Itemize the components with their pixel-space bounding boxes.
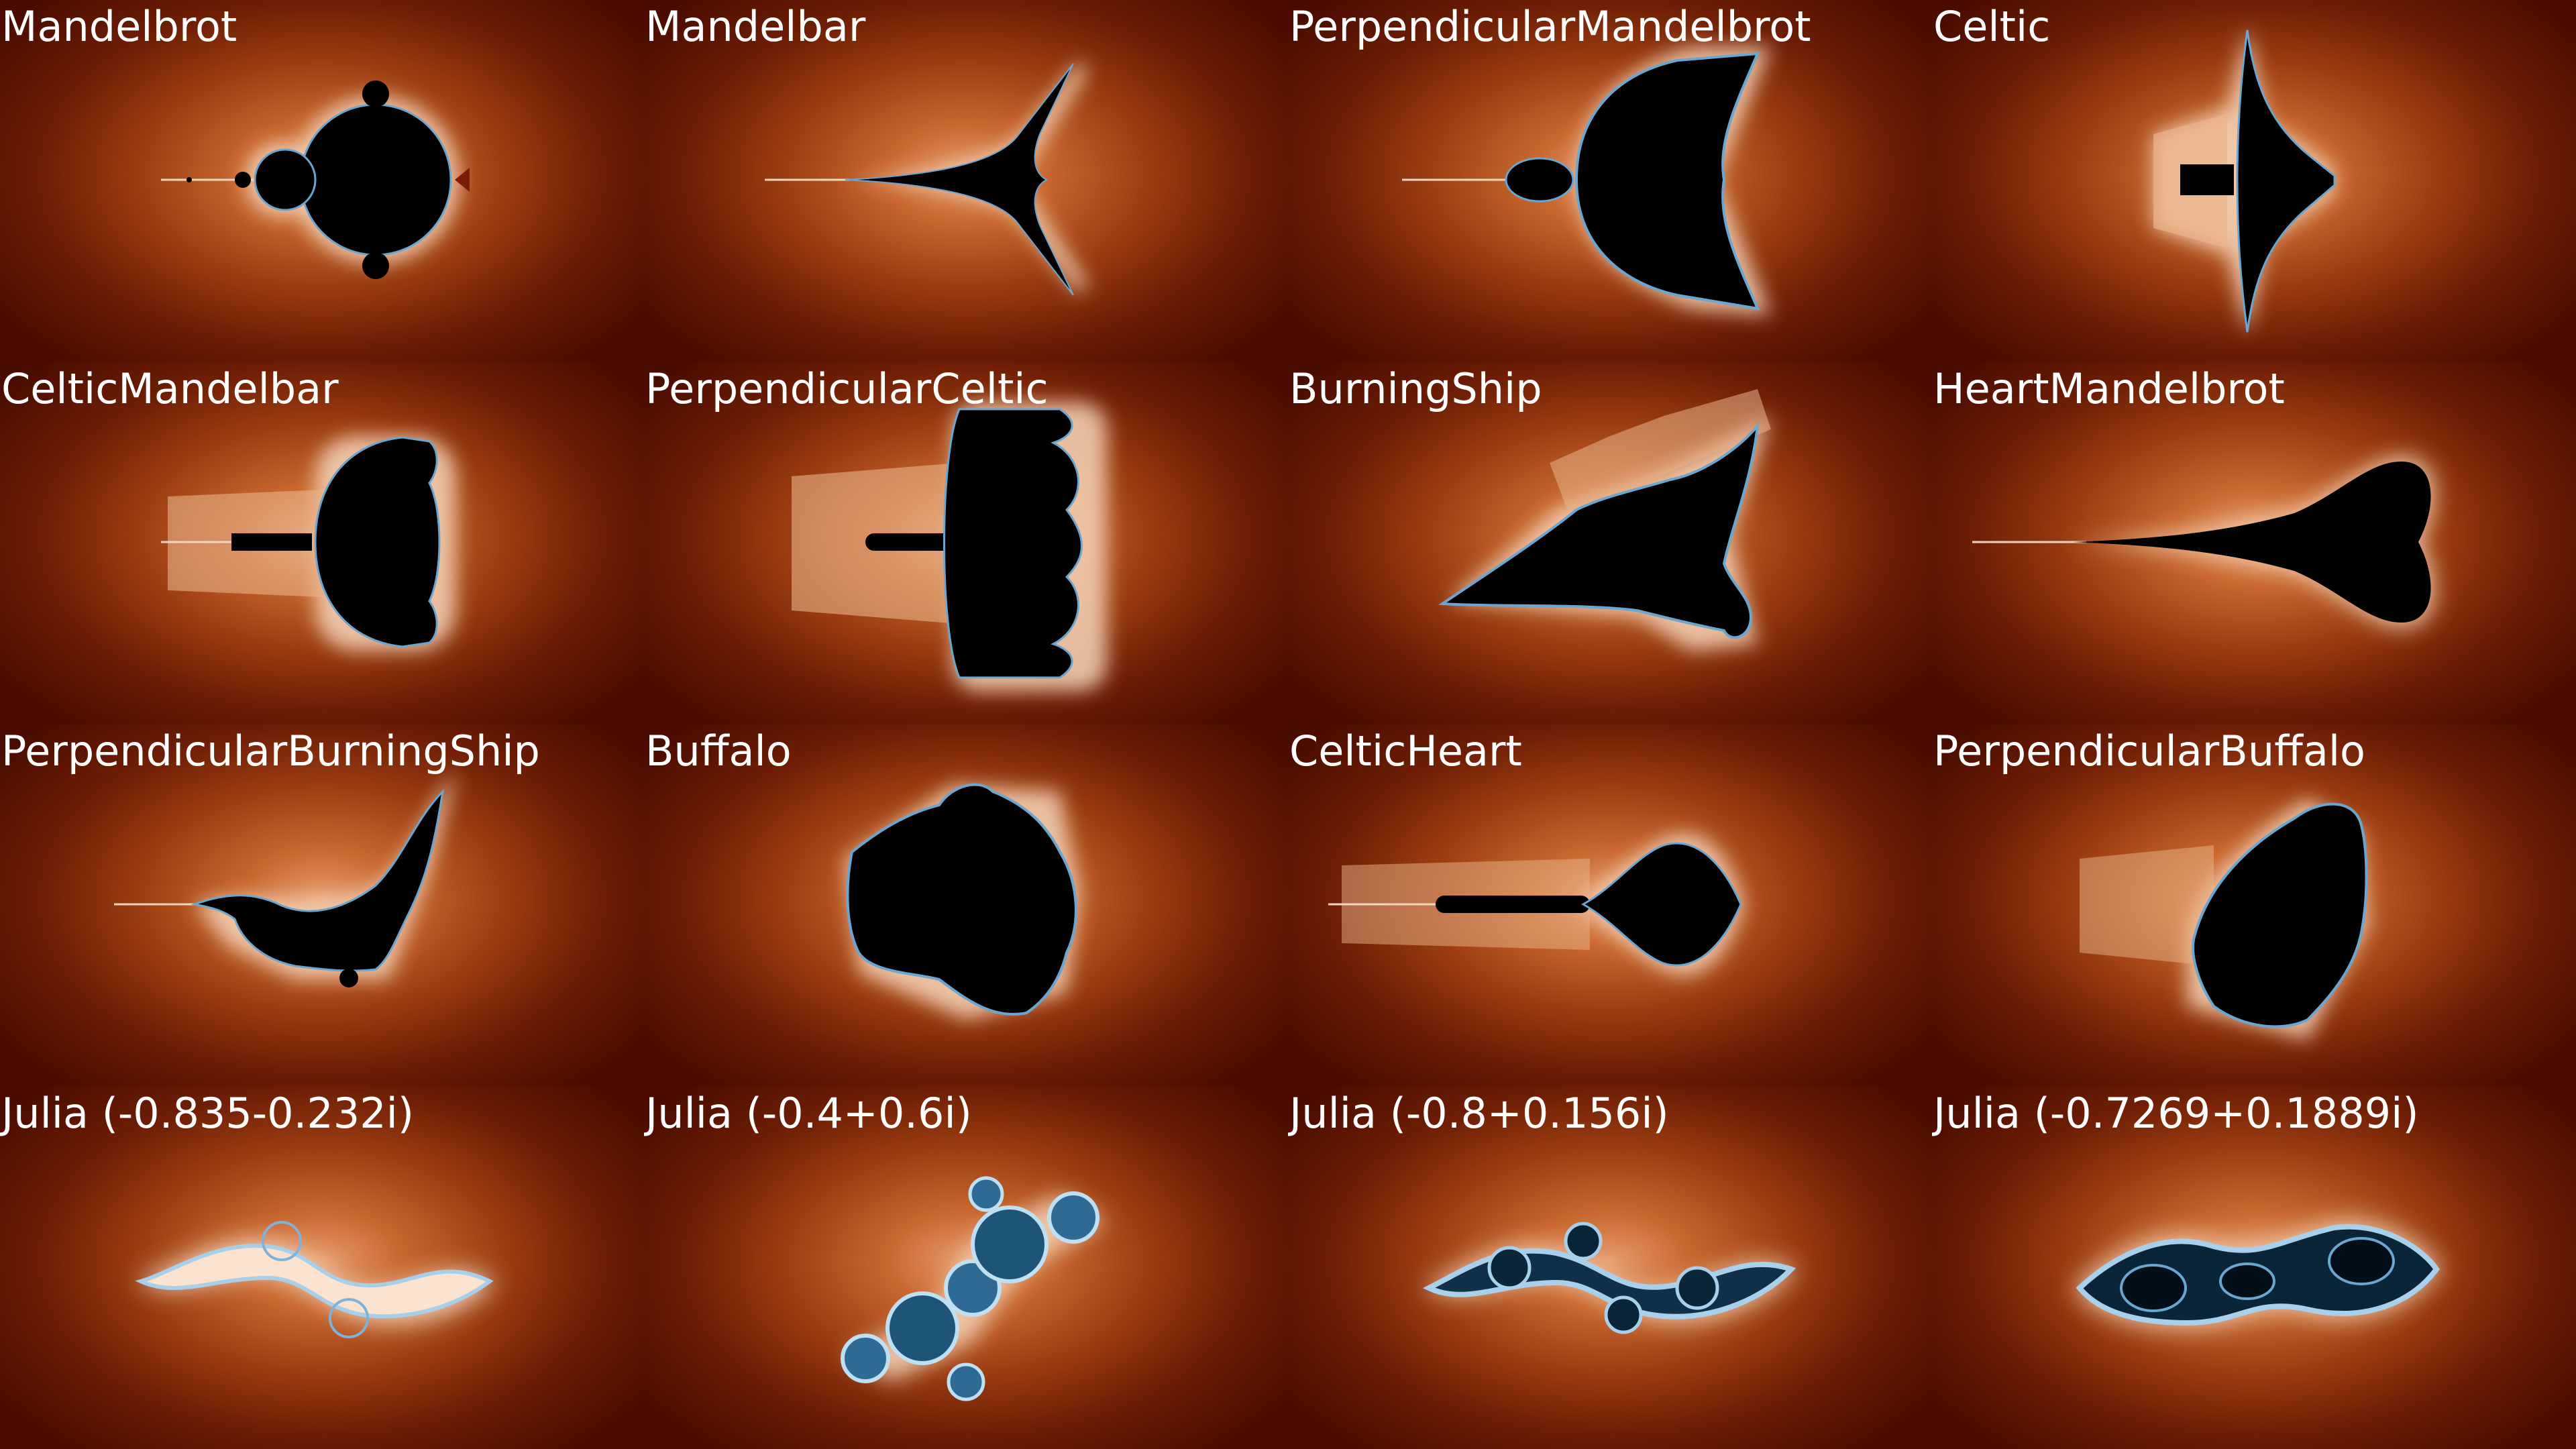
panel-title: Julia (-0.8+0.156i) [1289, 1089, 1669, 1138]
panel-mandelbrot: Mandelbrot [0, 0, 644, 362]
panel-perpendicular-burning-ship: PerpendicularBurningShip [0, 724, 644, 1087]
panel-julia-2: Julia (-0.4+0.6i) [644, 1087, 1288, 1449]
panel-title: PerpendicularBuffalo [1933, 727, 2365, 775]
panel-title: Julia (-0.7269+0.1889i) [1933, 1089, 2419, 1138]
perpendicular-mandelbrot-shape [1402, 47, 1771, 315]
celtic-shape [2153, 27, 2336, 335]
panel-title: Buffalo [645, 727, 792, 775]
panel-title: Celtic [1933, 2, 2051, 51]
julia-shape [841, 1176, 1107, 1401]
panel-title: PerpendicularCeltic [645, 364, 1049, 413]
panel-title: CelticHeart [1289, 727, 1522, 775]
panel-buffalo: Buffalo [644, 724, 1288, 1087]
panel-celtic-mandelbar: CelticMandelbar [0, 362, 644, 724]
panel-title: Julia (-0.835-0.232i) [1, 1089, 415, 1138]
panel-title: Mandelbrot [1, 2, 237, 51]
panel-title: Julia (-0.4+0.6i) [645, 1089, 972, 1138]
heart-mandelbrot-shape [1972, 456, 2435, 628]
panel-title: PerpendicularBurningShip [1, 727, 540, 775]
panel-title: Mandelbar [645, 2, 866, 51]
mandelbar-shape [765, 60, 1087, 296]
julia-shape [2073, 1220, 2442, 1328]
perpendicular-buffalo-shape [2080, 798, 2368, 1040]
panel-julia-1: Julia (-0.835-0.232i) [0, 1087, 644, 1449]
panel-heart-mandelbrot: HeartMandelbrot [1932, 362, 2576, 724]
panel-mandelbar: Mandelbar [644, 0, 1288, 362]
julia-shape [134, 1221, 496, 1338]
buffalo-shape [845, 783, 1080, 1020]
panel-title: CelticMandelbar [1, 364, 339, 413]
celtic-mandelbar-shape [161, 436, 456, 651]
panel-title: BurningShip [1289, 364, 1542, 413]
panel-celtic: Celtic [1932, 0, 2576, 362]
panel-perpendicular-buffalo: PerpendicularBuffalo [1932, 724, 2576, 1087]
perpendicular-burning-ship-shape [114, 771, 456, 987]
panel-perpendicular-mandelbrot: PerpendicularMandelbrot [1288, 0, 1932, 362]
panel-title: PerpendicularMandelbrot [1289, 2, 1811, 51]
panel-julia-4: Julia (-0.7269+0.1889i) [1932, 1087, 2576, 1449]
julia-shape [1422, 1222, 1798, 1334]
panel-burning-ship: BurningShip [1288, 362, 1932, 724]
panel-perpendicular-celtic: PerpendicularCeltic [644, 362, 1288, 724]
panel-celtic-heart: CelticHeart [1288, 724, 1932, 1087]
celtic-heart-shape [1328, 833, 1744, 975]
mandelbrot-shape [161, 80, 470, 279]
panel-title: HeartMandelbrot [1933, 364, 2285, 413]
panel-julia-3: Julia (-0.8+0.156i) [1288, 1087, 1932, 1449]
perpendicular-celtic-shape [792, 402, 1107, 691]
burning-ship-shape [1438, 389, 1771, 651]
